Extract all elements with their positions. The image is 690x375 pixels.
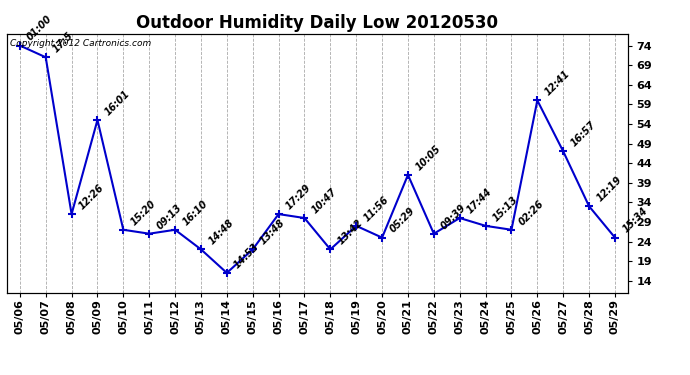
Text: 17:5: 17:5 — [51, 30, 75, 54]
Text: 12:26: 12:26 — [77, 182, 106, 212]
Text: 02:26: 02:26 — [517, 198, 546, 227]
Text: 17:44: 17:44 — [465, 186, 494, 215]
Title: Outdoor Humidity Daily Low 20120530: Outdoor Humidity Daily Low 20120530 — [137, 14, 498, 32]
Text: 15:13: 15:13 — [491, 194, 520, 223]
Text: 13:42: 13:42 — [336, 218, 365, 247]
Text: 10:47: 10:47 — [310, 186, 339, 215]
Text: 09:39: 09:39 — [440, 202, 469, 231]
Text: 12:19: 12:19 — [595, 175, 624, 204]
Text: 09:13: 09:13 — [155, 202, 184, 231]
Text: 15:20: 15:20 — [129, 198, 158, 227]
Text: Copyright 2012 Cartronics.com: Copyright 2012 Cartronics.com — [10, 39, 151, 48]
Text: 11:56: 11:56 — [362, 194, 391, 223]
Text: 12:41: 12:41 — [543, 69, 572, 98]
Text: 16:01: 16:01 — [103, 88, 132, 117]
Text: 14:48: 14:48 — [206, 218, 235, 247]
Text: 13:48: 13:48 — [258, 218, 287, 247]
Text: 16:57: 16:57 — [569, 120, 598, 148]
Text: 15:34: 15:34 — [620, 206, 649, 235]
Text: 01:00: 01:00 — [26, 14, 55, 43]
Text: 17:29: 17:29 — [284, 182, 313, 212]
Text: 10:05: 10:05 — [413, 143, 442, 172]
Text: 14:53: 14:53 — [233, 241, 262, 270]
Text: 16:10: 16:10 — [181, 198, 210, 227]
Text: 05:29: 05:29 — [388, 206, 417, 235]
